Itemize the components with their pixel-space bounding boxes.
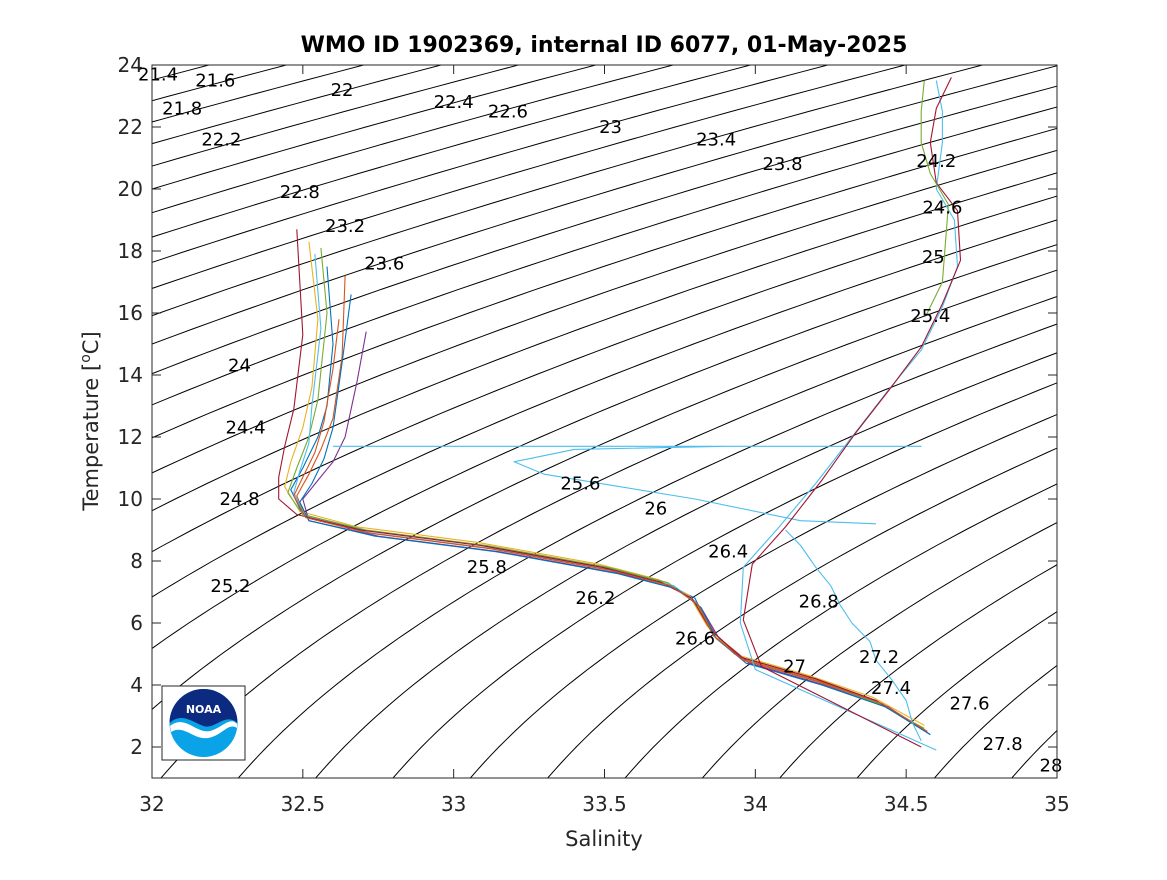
- contour-label: 25: [922, 247, 945, 268]
- y-tick-label: 24: [118, 53, 143, 77]
- y-tick-label: 22: [118, 115, 143, 139]
- contour-label: 25.2: [210, 576, 250, 597]
- noaa-logo: NOAA: [162, 686, 245, 760]
- x-tick-label: 34: [743, 792, 768, 816]
- contour-label: 26.4: [708, 542, 748, 563]
- contour-label: 26: [644, 498, 667, 519]
- contour-label: 28: [1040, 756, 1063, 777]
- x-tick-label: 34.5: [884, 792, 929, 816]
- svg-text:NOAA: NOAA: [186, 703, 222, 716]
- x-axis-label: Salinity: [565, 827, 643, 851]
- y-tick-label: 10: [118, 487, 143, 511]
- y-tick-label: 4: [130, 673, 143, 697]
- x-tick-label: 33.5: [582, 792, 627, 816]
- y-tick-label: 18: [118, 239, 143, 263]
- contour-label: 24.8: [219, 489, 259, 510]
- y-tick-label: 16: [118, 301, 143, 325]
- contour-label: 21.6: [195, 71, 235, 92]
- y-tick-label: 2: [130, 735, 143, 759]
- contour-label: 24: [228, 356, 251, 377]
- contour-label: 22.6: [488, 102, 528, 123]
- contour-label: 24.6: [922, 198, 962, 219]
- contour-label: 26.2: [575, 588, 615, 609]
- contour-label: 21.8: [162, 98, 202, 119]
- y-tick-label: 14: [118, 363, 143, 387]
- y-tick-label: 6: [130, 611, 143, 635]
- contour-label: 24.2: [916, 151, 956, 172]
- y-tick-label: 8: [130, 549, 143, 573]
- x-tick-label: 33: [441, 792, 466, 816]
- contour-label: 27.2: [859, 647, 899, 668]
- contour-label: 23.8: [762, 154, 802, 175]
- x-tick-label: 32: [139, 792, 164, 816]
- chart-title: WMO ID 1902369, internal ID 6077, 01-May…: [301, 33, 908, 58]
- x-tick-label: 35: [1044, 792, 1069, 816]
- contour-label: 27.4: [871, 678, 911, 699]
- y-tick-label: 20: [118, 177, 143, 201]
- contour-label: 23.4: [696, 129, 736, 150]
- contour-label: 27: [783, 656, 806, 677]
- contour-label: 26.8: [799, 591, 839, 612]
- contour-label: 27.8: [983, 734, 1023, 755]
- contour-label: 23: [599, 117, 622, 138]
- contour-label: 22.8: [280, 182, 320, 203]
- contour-label: 22.4: [434, 92, 474, 113]
- contour-label: 24.4: [225, 418, 265, 439]
- contour-label: 26.6: [675, 629, 715, 650]
- contour-label: 21.4: [138, 64, 178, 85]
- contour-label: 23.6: [364, 253, 404, 274]
- x-tick-label: 32.5: [281, 792, 326, 816]
- y-tick-label: 12: [118, 425, 143, 449]
- contour-label: 25.6: [560, 474, 600, 495]
- contour-label: 27.6: [949, 694, 989, 715]
- contour-label: 23.2: [325, 216, 365, 237]
- contour-label: 22: [331, 80, 354, 101]
- contour-label: 25.8: [467, 557, 507, 578]
- contour-label: 25.4: [910, 306, 950, 327]
- contour-label: 22.2: [201, 129, 241, 150]
